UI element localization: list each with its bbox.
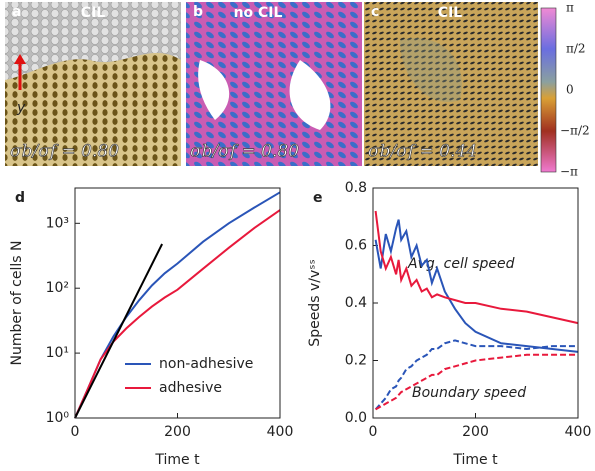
- colorbar-label: −π: [560, 165, 578, 179]
- legend-label: adhesive: [159, 380, 222, 396]
- panel-letter: a: [12, 4, 21, 20]
- panel-label: no CIL: [234, 5, 283, 21]
- series-line: [74, 243, 163, 419]
- colorbar-label: −π/2: [560, 124, 590, 138]
- x-tick-label: 0: [369, 424, 378, 440]
- axis-label: y: [16, 100, 26, 116]
- panel-letter: c: [371, 4, 379, 20]
- panel-b: b no CIL σb/σf = 0.80: [186, 2, 362, 166]
- sim-image: [364, 2, 538, 166]
- colorbar-label: π: [566, 1, 574, 15]
- x-tick-label: 0: [71, 424, 80, 440]
- y-tick-label: 0.4: [345, 295, 367, 311]
- x-axis-label: Time t: [154, 452, 200, 468]
- arrow-head: [14, 54, 26, 64]
- x-tick-label: 200: [164, 424, 191, 440]
- panel-letter: d: [15, 190, 25, 206]
- panel-letter: e: [313, 190, 323, 206]
- series-line: [375, 353, 578, 411]
- x-axis-label: Time t: [452, 452, 498, 468]
- panel-letter: b: [193, 4, 203, 20]
- panel-c: c CIL σb/σf = 0.44: [364, 2, 538, 166]
- plot-frame: [74, 187, 281, 419]
- x-tick-label: 400: [267, 424, 294, 440]
- y-tick-label: 0.8: [345, 180, 367, 196]
- ratio-label: σb/σf = 0.80: [190, 142, 299, 162]
- y-tick-label: 10¹: [46, 345, 69, 361]
- legend-label: non-adhesive: [159, 356, 253, 372]
- y-tick-label: 0.0: [345, 410, 367, 426]
- colorbar: π π/2 0 −π/2 −π: [540, 1, 590, 179]
- colorbar-label: π/2: [566, 42, 586, 56]
- sim-gap: [198, 60, 331, 130]
- y-tick-label: 10³: [46, 215, 69, 231]
- y-axis-label: Speeds v/vˢˢ: [307, 259, 323, 346]
- plot-frame: [372, 187, 579, 419]
- ratio-label: σb/σf = 0.80: [10, 142, 119, 162]
- colorbar-label: 0: [566, 83, 574, 97]
- panel-a: a CIL y σb/σf = 0.80: [5, 2, 181, 166]
- y-tick-label: 0.6: [345, 238, 367, 254]
- x-tick-label: 200: [462, 424, 489, 440]
- y-axis-label: Number of cells N: [9, 241, 25, 366]
- sim-region: [400, 38, 462, 102]
- panel-label: CIL: [81, 5, 105, 21]
- series-line: [374, 219, 579, 353]
- annotation: Avg. cell speed: [407, 256, 515, 272]
- colorbar-bar: [540, 7, 557, 173]
- series-line: [374, 210, 579, 325]
- ratio-label: σb/σf = 0.44: [368, 142, 477, 162]
- annotation: Boundary speed: [412, 385, 526, 401]
- series-line: [74, 209, 281, 419]
- panel-label: CIL: [438, 5, 462, 21]
- y-tick-label: 10⁰: [46, 410, 70, 426]
- y-tick-label: 10²: [46, 280, 69, 296]
- sim-region: [5, 2, 181, 80]
- series-line: [374, 339, 578, 411]
- y-tick-label: 0.2: [345, 353, 367, 369]
- x-tick-label: 400: [565, 424, 592, 440]
